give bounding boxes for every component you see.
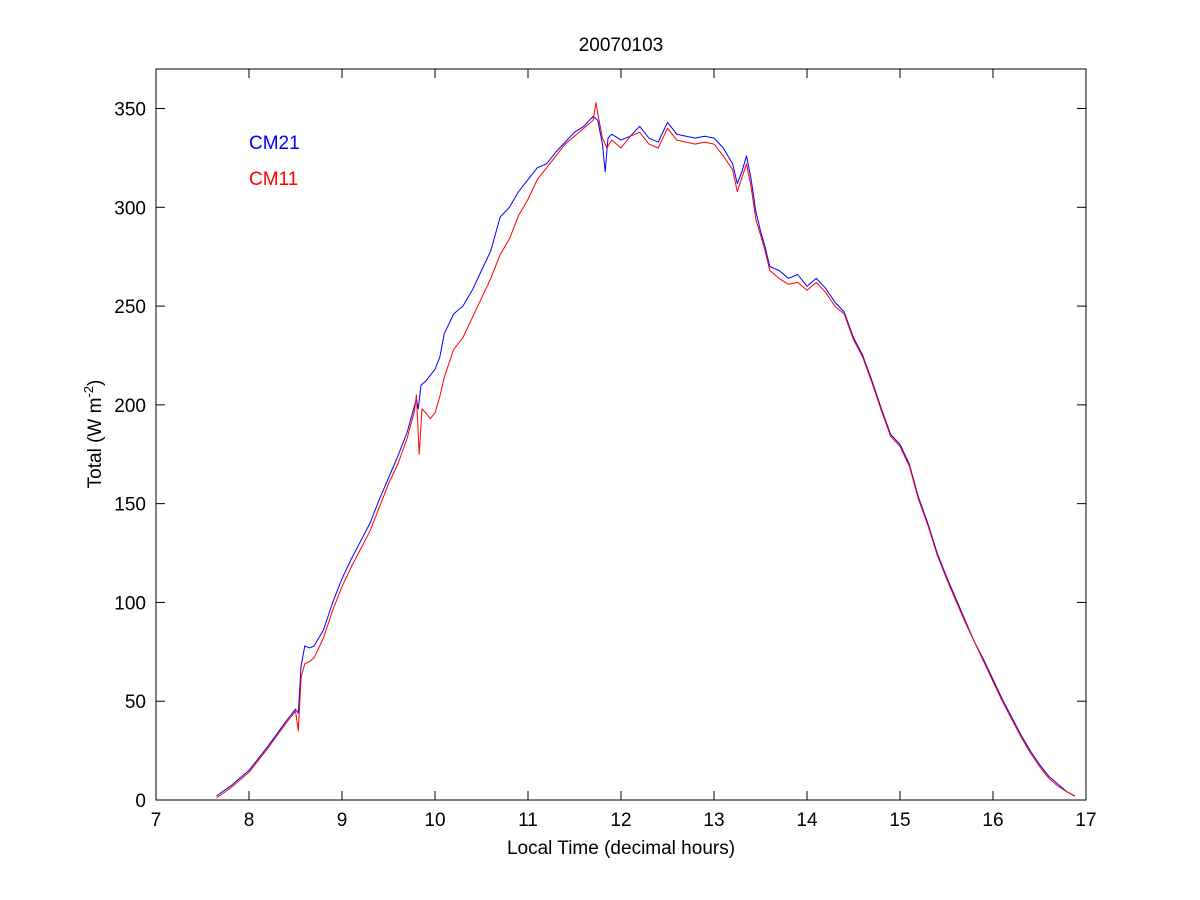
y-tick-label: 50 (125, 692, 146, 713)
y-tick-label: 0 (135, 791, 146, 812)
y-tick-label: 200 (114, 396, 146, 417)
y-tick-label: 300 (114, 198, 146, 219)
series-group (216, 102, 1076, 799)
x-tick-label: 9 (337, 810, 348, 831)
y-tick-label: 350 (114, 100, 146, 121)
x-axis: 7 8 9 10 11 12 13 14 15 16 17 (151, 69, 1097, 831)
x-tick-label: 7 (151, 810, 162, 831)
y-tick-label: 100 (114, 593, 146, 614)
y-tick-label: 250 (114, 297, 146, 318)
x-tick-label: 17 (1075, 810, 1096, 831)
x-tick-label: 13 (703, 810, 724, 831)
y-axis-label: Total (W m-2) (81, 380, 106, 489)
plot-area (155, 68, 1087, 801)
y-axis: 0 50 100 150 200 250 300 350 (114, 100, 1086, 812)
legend-entry-cm11: CM11 (249, 169, 298, 190)
legend-entry-cm21: CM21 (249, 133, 300, 154)
x-axis-label: Local Time (decimal hours) (507, 838, 735, 859)
x-tick-label: 14 (796, 810, 818, 831)
chart-title: 20070103 (579, 35, 664, 56)
x-tick-label: 12 (610, 810, 631, 831)
x-tick-label: 16 (982, 810, 1003, 831)
x-tick-label: 15 (889, 810, 910, 831)
y-tick-label: 150 (114, 495, 146, 516)
series-line-cm11 (216, 102, 1076, 799)
x-tick-label: 11 (518, 810, 538, 831)
x-tick-label: 8 (244, 810, 255, 831)
x-tick-label: 10 (424, 810, 445, 831)
series-line-cm21 (216, 115, 1076, 797)
